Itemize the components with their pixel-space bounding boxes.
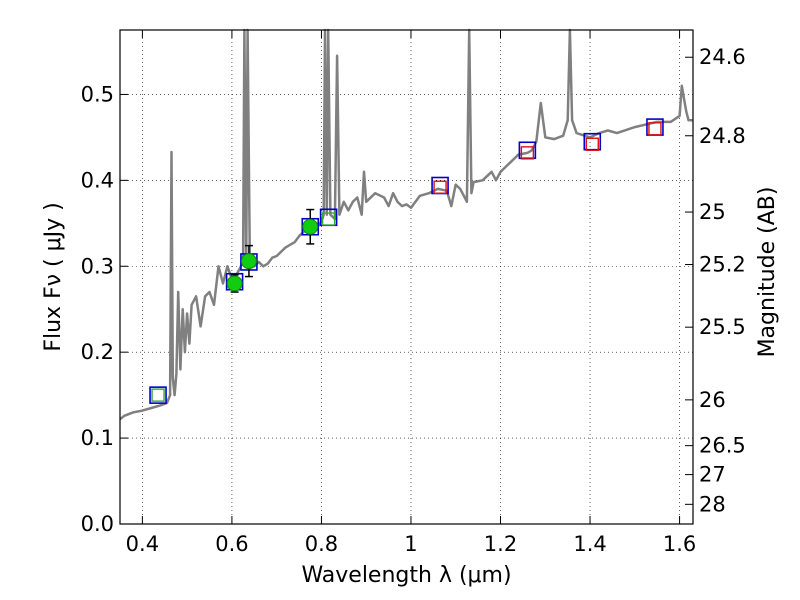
observed-point — [302, 218, 319, 235]
plot-frame — [119, 29, 694, 525]
x-tick-label: 1.4 — [573, 532, 606, 556]
right-tick-label: 28 — [699, 492, 726, 516]
template-spectrum — [119, 28, 693, 421]
right-tick-label: 25 — [699, 200, 726, 224]
observed-point — [151, 388, 165, 402]
x-tick-label: 0.4 — [126, 532, 159, 556]
y-tick-label: 0.0 — [81, 512, 114, 536]
right-tick-label: 25.2 — [699, 253, 746, 277]
right-tick-label: 26 — [699, 388, 726, 412]
y-tick-label: 0.2 — [81, 340, 114, 364]
x-tick-label: 1 — [404, 532, 417, 556]
right-tick-label: 27 — [699, 463, 726, 487]
spectrum-line — [119, 28, 693, 421]
y-tick-label: 0.3 — [81, 254, 114, 278]
right-tick-label: 25.5 — [699, 315, 746, 339]
x-tick-label: 1.6 — [663, 532, 696, 556]
model-photometry — [149, 118, 664, 404]
x-tick-label: 1.2 — [484, 532, 517, 556]
y-tick-label: 0.5 — [81, 82, 114, 106]
y-tick-label: 0.4 — [81, 168, 114, 192]
right-tick-label: 24.6 — [699, 45, 746, 69]
y-tick-label: 0.1 — [81, 426, 114, 450]
x-axis-label: Wavelength λ (μm) — [301, 563, 511, 588]
observed-point — [520, 146, 535, 160]
observed-point — [240, 253, 257, 270]
right-tick-label: 26.5 — [699, 434, 746, 458]
observed-point — [648, 122, 662, 136]
right-tick-label: 24.8 — [699, 124, 746, 148]
observed-point — [321, 212, 336, 226]
observed-photometry — [151, 122, 662, 402]
x-tick-label: 0.6 — [215, 532, 248, 556]
observed-point — [585, 137, 599, 151]
observed-point — [433, 180, 447, 194]
model-point — [149, 386, 167, 404]
observed-point — [226, 275, 243, 292]
axis-ticks: 0.4 0.6 0.8 1 1.2 1.4 1.6 0.0 0.1 0.2 0.3 0.4 0.5 24.… — [81, 30, 746, 556]
grid — [120, 30, 693, 525]
y-axis-label: Flux Fν ( μJy ) — [41, 202, 66, 351]
x-tick-label: 0.8 — [305, 532, 338, 556]
right-axis-label: Magnitude (AB) — [755, 187, 780, 358]
